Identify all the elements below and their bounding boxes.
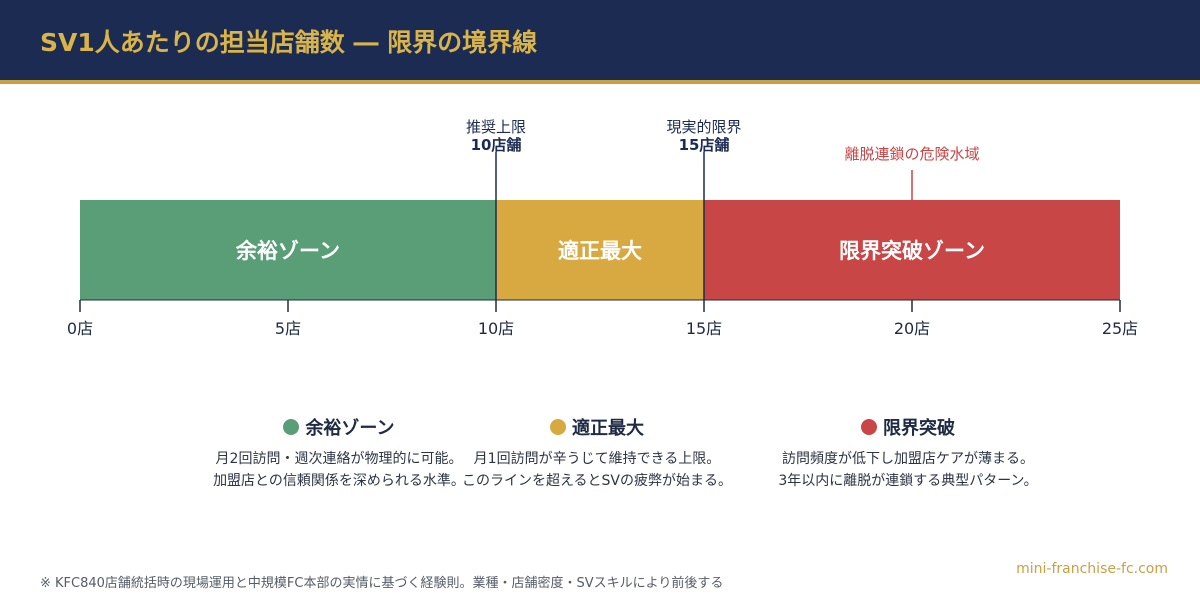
legend-dot-amber — [550, 419, 566, 435]
legend-description: 月2回訪問・週次連絡が物理的に可能。 加盟店との信頼関係を深められる水準。 — [189, 448, 489, 492]
legend-dot-red — [861, 419, 877, 435]
legend-desc-line: 加盟店との信頼関係を深められる水準。 — [213, 473, 465, 489]
x-tick-label: 20店 — [894, 319, 930, 338]
x-tick-label: 25店 — [1102, 319, 1138, 338]
header-accent-rule — [0, 80, 1200, 84]
threshold-marker-label: 現実的限界 — [666, 118, 741, 136]
threshold-marker-value: 15店舗 — [679, 136, 730, 154]
x-tick-label: 0店 — [67, 319, 93, 338]
band-segment-label: 余裕ゾーン — [235, 239, 340, 263]
band-segment — [704, 200, 1120, 300]
legend-desc-line: 月1回訪問が辛うじて維持できる上限。 — [473, 451, 721, 467]
legend-description: 訪問頻度が低下し加盟店ケアが薄まる。 3年以内に離脱が連鎖する典型パターン。 — [758, 448, 1058, 492]
legend-item-genkai: 限界突破 訪問頻度が低下し加盟店ケアが薄まる。 3年以内に離脱が連鎖する典型パタ… — [758, 414, 1058, 492]
x-tick-label: 15店 — [686, 319, 722, 338]
legend-title: 適正最大 — [572, 418, 644, 439]
legend-desc-line: 3年以内に離脱が連鎖する典型パターン。 — [778, 473, 1038, 489]
range-band-chart: 余裕ゾーン 適正最大 限界突破ゾーン 0店 5店 10店 15店 20店 25店 推奨上限10店舗… — [67, 118, 1138, 338]
threshold-marker-label: 推奨上限 — [466, 118, 526, 136]
legend-title: 余裕ゾーン — [305, 418, 395, 439]
legend-title: 限界突破 — [883, 418, 955, 439]
threshold-marker-value: 10店舗 — [471, 136, 522, 154]
page-title: SV1人あたりの担当店舗数 ― 限界の境界線 — [40, 28, 538, 57]
band-segment-label: 適正最大 — [558, 239, 642, 263]
legend-description: 月1回訪問が辛うじて維持できる上限。 このラインを超えるとSVの疲弊が始まる。 — [447, 448, 747, 492]
legend-dot-green — [283, 419, 300, 435]
x-tick-label: 5店 — [275, 319, 301, 338]
legend-desc-line: 訪問頻度が低下し加盟店ケアが薄まる。 — [782, 451, 1034, 467]
header-bar: SV1人あたりの担当店舗数 ― 限界の境界線 — [0, 0, 1200, 80]
band-segment-label: 限界突破ゾーン — [839, 239, 985, 263]
footnote: ※ KFC840店舗統括時の現場運用と中規模FC本部の実情に基づく経験則。業種・… — [40, 576, 724, 591]
legend-desc-line: このラインを超えるとSVの疲弊が始まる。 — [461, 473, 733, 489]
danger-marker-label: 離脱連鎖の危険水域 — [844, 145, 979, 163]
site-url: mini-franchise-fc.com — [1016, 561, 1168, 577]
legend-item-tekisei: 適正最大 月1回訪問が辛うじて維持できる上限。 このラインを超えるとSVの疲弊が… — [447, 414, 747, 492]
legend-desc-line: 月2回訪問・週次連絡が物理的に可能。 — [215, 451, 463, 467]
band-segment — [496, 200, 704, 300]
x-tick-label: 10店 — [478, 319, 514, 338]
band-segment — [80, 200, 496, 300]
legend-item-yoyu: 余裕ゾーン 月2回訪問・週次連絡が物理的に可能。 加盟店との信頼関係を深められる… — [189, 414, 489, 492]
